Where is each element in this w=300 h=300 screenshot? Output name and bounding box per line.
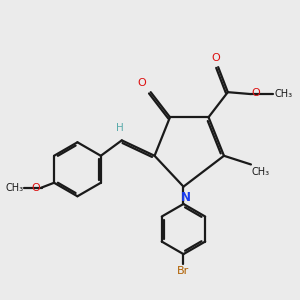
Text: O: O	[251, 88, 260, 98]
Text: O: O	[211, 53, 220, 63]
Text: CH₃: CH₃	[274, 89, 292, 99]
Text: Br: Br	[177, 266, 190, 276]
Text: O: O	[137, 78, 146, 88]
Text: O: O	[32, 183, 40, 193]
Text: CH₃: CH₃	[5, 183, 23, 193]
Text: H: H	[116, 123, 124, 133]
Text: N: N	[180, 191, 190, 205]
Text: CH₃: CH₃	[252, 167, 270, 177]
